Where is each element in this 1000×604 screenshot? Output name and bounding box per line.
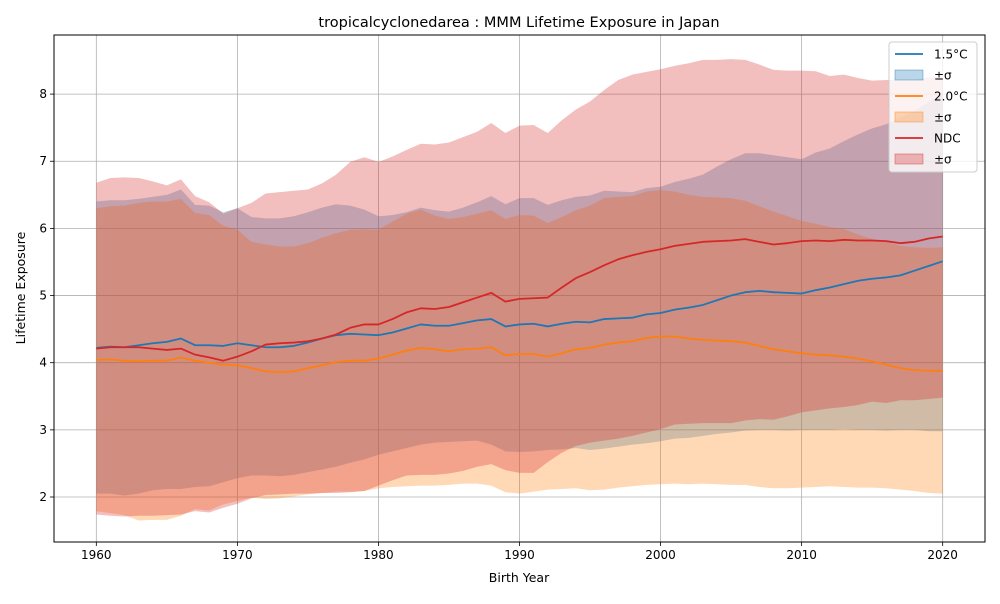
legend-band-label-15c: ±σ xyxy=(934,69,952,83)
y-axis-ticks: 2 3 4 5 6 7 8 xyxy=(39,87,54,504)
line-15c xyxy=(96,260,943,349)
band-ndc xyxy=(96,59,943,517)
legend-label-20c: 2.0°C xyxy=(934,90,967,104)
x-tick-label: 1960 xyxy=(81,548,112,562)
y-tick-label: 6 xyxy=(39,221,47,235)
y-axis-label: Lifetime Exposure xyxy=(13,231,28,344)
legend-box xyxy=(888,41,978,173)
std-bands xyxy=(96,59,943,521)
x-tick-label: 2000 xyxy=(645,548,676,562)
legend-swatch-band-15c xyxy=(894,69,924,81)
y-tick-label: 7 xyxy=(39,154,47,168)
legend-label-15c: 1.5°C xyxy=(934,48,967,62)
band-20c xyxy=(96,190,943,521)
legend-swatch-band-20c xyxy=(894,111,924,123)
legend-swatch-band-ndc xyxy=(894,153,924,165)
grid xyxy=(54,35,985,542)
line-ndc xyxy=(96,235,943,362)
band-15c xyxy=(96,94,943,496)
y-tick-label: 4 xyxy=(39,356,47,370)
x-tick-label: 1990 xyxy=(504,548,535,562)
legend-label-ndc: NDC xyxy=(934,132,961,146)
x-axis-label: Birth Year xyxy=(489,570,550,585)
legend-band-label-20c: ±σ xyxy=(934,111,952,125)
y-tick-label: 5 xyxy=(39,289,47,303)
x-tick-label: 2010 xyxy=(786,548,817,562)
line-20c xyxy=(96,335,943,374)
x-tick-label: 2020 xyxy=(927,548,958,562)
y-tick-label: 8 xyxy=(39,87,47,101)
chart-title: tropicalcyclonedarea : MMM Lifetime Expo… xyxy=(318,15,719,31)
mean-lines xyxy=(96,235,943,374)
legend: 1.5°C ±σ 2.0°C ±σ NDC ±σ xyxy=(888,41,978,173)
x-axis-ticks: 1960 1970 1980 1990 2000 2010 2020 xyxy=(81,542,958,562)
x-tick-label: 1970 xyxy=(222,548,253,562)
y-tick-label: 3 xyxy=(39,423,47,437)
x-tick-label: 1980 xyxy=(363,548,394,562)
legend-band-label-ndc: ±σ xyxy=(934,153,952,167)
y-tick-label: 2 xyxy=(39,490,47,504)
